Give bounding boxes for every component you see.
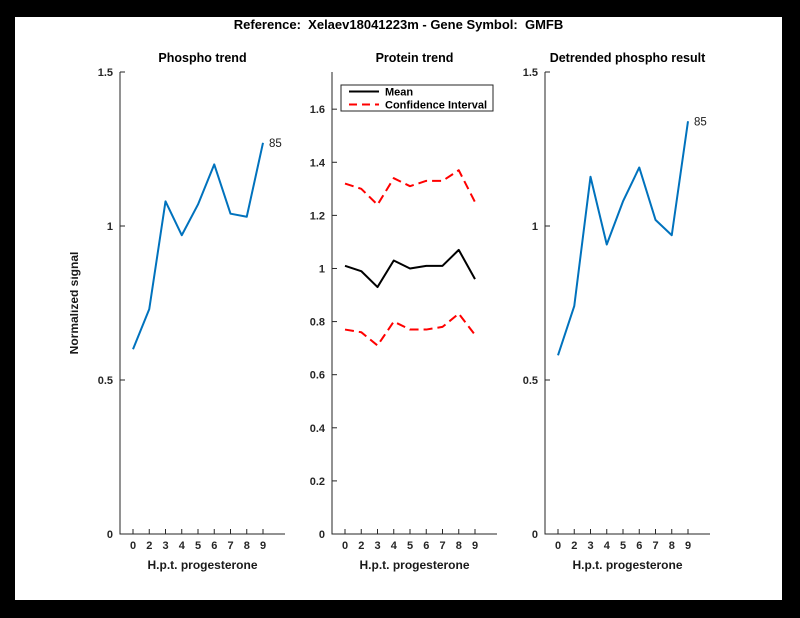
x-axis-label: H.p.t. progesterone: [147, 558, 257, 572]
y-axis-label: Normalized signal: [70, 252, 81, 355]
x-tick-label: 0: [555, 540, 561, 552]
legend-box: [340, 84, 494, 112]
endpoint-label: 85: [269, 138, 282, 150]
x-axis-label: H.p.t. progesterone: [572, 558, 682, 572]
x-tick-label: 6: [211, 540, 217, 552]
x-tick-label: 0: [342, 540, 348, 552]
x-tick-label: 0: [130, 540, 136, 552]
x-tick-label: 4: [604, 540, 611, 552]
x-tick-label: 8: [456, 540, 462, 552]
series-line-phospho-signal: [132, 142, 264, 350]
y-tick-label: 1: [319, 263, 325, 275]
y-tick-label: 1.6: [310, 104, 325, 116]
y-tick-label: 1.5: [98, 67, 113, 79]
y-tick-label: 1.4: [310, 157, 326, 169]
endpoint-label: 85: [694, 116, 707, 128]
y-tick-label: 0.4: [310, 423, 326, 435]
y-tick-label: 0.5: [523, 375, 538, 387]
y-tick-label: 1.5: [523, 67, 538, 79]
series-line-confidence-interval-upper: [344, 169, 476, 206]
series-line-detrended-phospho-signal: [557, 121, 689, 356]
y-tick-label: 0.5: [98, 375, 113, 387]
x-tick-label: 2: [146, 540, 152, 552]
x-tick-label: 6: [636, 540, 642, 552]
x-tick-label: 3: [587, 540, 593, 552]
series-line-confidence-interval-lower: [344, 312, 476, 347]
y-tick-label: 0: [532, 529, 538, 541]
x-tick-label: 9: [260, 540, 266, 552]
x-tick-label: 5: [620, 540, 626, 552]
y-tick-label: 0.6: [310, 370, 325, 382]
x-tick-label: 7: [439, 540, 445, 552]
y-tick-label: 0.8: [310, 317, 325, 329]
axis-spines: [331, 72, 497, 535]
series-line-mean: [344, 248, 476, 289]
axis-spines: [119, 72, 285, 535]
y-tick-label: 0: [319, 529, 325, 541]
x-tick-label: 4: [179, 540, 186, 552]
y-tick-label: 1.2: [310, 210, 325, 222]
plot-protein-trend: 00.20.40.60.811.21.41.60 2 3 4 5 6 7 8 9Protein …: [310, 51, 497, 572]
x-tick-label: 9: [685, 540, 691, 552]
figure-title: Reference: Xelaev18041223m - Gene Symbol…: [233, 17, 564, 32]
x-tick-label: 6: [423, 540, 429, 552]
y-tick-label: 0.2: [310, 476, 325, 488]
plot-title: Phospho trend: [158, 51, 246, 65]
x-axis-label: H.p.t. progesterone: [359, 558, 469, 572]
plot-title: Detrended phospho result: [550, 51, 706, 65]
x-tick-label: 2: [358, 540, 364, 552]
x-tick-label: 5: [195, 540, 201, 552]
x-tick-label: 2: [571, 540, 577, 552]
y-tick-label: 1: [107, 221, 113, 233]
x-tick-label: 3: [374, 540, 380, 552]
y-tick-label: 0: [107, 529, 113, 541]
x-tick-label: 7: [652, 540, 658, 552]
x-tick-label: 3: [162, 540, 168, 552]
x-tick-label: 4: [391, 540, 398, 552]
y-tick-label: 1: [532, 221, 538, 233]
x-tick-label: 9: [472, 540, 478, 552]
x-tick-label: 5: [407, 540, 413, 552]
figure-canvas: [15, 17, 782, 600]
legend-entry-label: Confidence Interval: [385, 100, 487, 112]
x-tick-label: 8: [669, 540, 675, 552]
legend-entry-label: Mean: [385, 87, 413, 99]
x-tick-label: 8: [244, 540, 250, 552]
plot-title: Protein trend: [376, 51, 454, 65]
x-tick-label: 7: [227, 540, 233, 552]
